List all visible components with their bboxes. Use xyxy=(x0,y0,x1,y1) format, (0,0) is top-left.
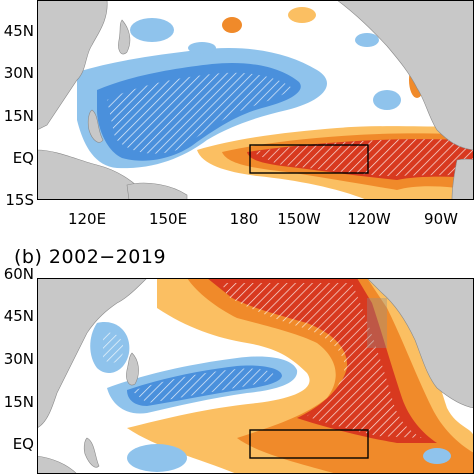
land-philippines xyxy=(87,109,104,143)
lat-label: 45N xyxy=(3,307,34,325)
positive-anomaly-patch xyxy=(222,17,242,33)
negative-anomaly-hatch xyxy=(132,368,275,403)
lat-label: EQ xyxy=(12,435,34,453)
negative-anomaly-patch xyxy=(103,332,124,363)
negative-anomaly-patch xyxy=(188,42,216,54)
positive-anomaly-hatch xyxy=(252,139,474,176)
nino-index-box xyxy=(249,429,369,459)
nino-index-box xyxy=(249,144,369,174)
map-b-plot xyxy=(37,278,474,474)
lon-label: 180 xyxy=(229,210,259,228)
lat-label: 30N xyxy=(3,350,34,368)
lon-label: 150W xyxy=(277,210,321,228)
panel-title: (b) 2002−2019 xyxy=(14,246,167,268)
lat-label: 30N xyxy=(3,64,34,82)
land-north-america xyxy=(366,278,474,409)
positive-anomaly-patch xyxy=(288,7,316,23)
lat-label: 15N xyxy=(3,393,34,411)
lat-label: 60N xyxy=(3,265,34,283)
land-japan xyxy=(118,19,131,55)
lat-label: 15N xyxy=(3,107,34,125)
map-panel-b: (b) 2002−2019 60N 45N 30N xyxy=(0,240,474,474)
lat-label: 45N xyxy=(3,22,34,40)
lat-label: 15S xyxy=(5,191,34,209)
lon-label: 150E xyxy=(148,210,188,228)
negative-anomaly-patch xyxy=(423,448,451,464)
land-maritime-se-asia xyxy=(37,455,78,474)
land-asia xyxy=(37,278,148,429)
lon-label: 120W xyxy=(347,210,391,228)
map-a-plot xyxy=(37,0,474,200)
land-new-guinea xyxy=(126,182,188,200)
land-philippines xyxy=(83,437,100,468)
land-south-america xyxy=(451,158,474,200)
map-panel-a: 45N 30N 15N EQ 15S 120E 150E 180 150W 12… xyxy=(3,0,474,228)
negative-anomaly-patch xyxy=(355,33,379,47)
negative-anomaly-patch xyxy=(130,18,174,42)
lon-label: 120E xyxy=(67,210,107,228)
lat-label: EQ xyxy=(12,149,34,167)
positive-anomaly-hatch xyxy=(222,283,422,438)
shaded-region xyxy=(367,298,387,348)
land-asia xyxy=(37,0,108,131)
land-japan xyxy=(126,352,139,386)
negative-anomaly-patch xyxy=(127,444,187,472)
negative-anomaly-hatch xyxy=(107,72,292,154)
negative-anomaly-patch xyxy=(373,90,401,110)
lon-label: 90W xyxy=(424,210,458,228)
land-north-america xyxy=(336,0,474,151)
